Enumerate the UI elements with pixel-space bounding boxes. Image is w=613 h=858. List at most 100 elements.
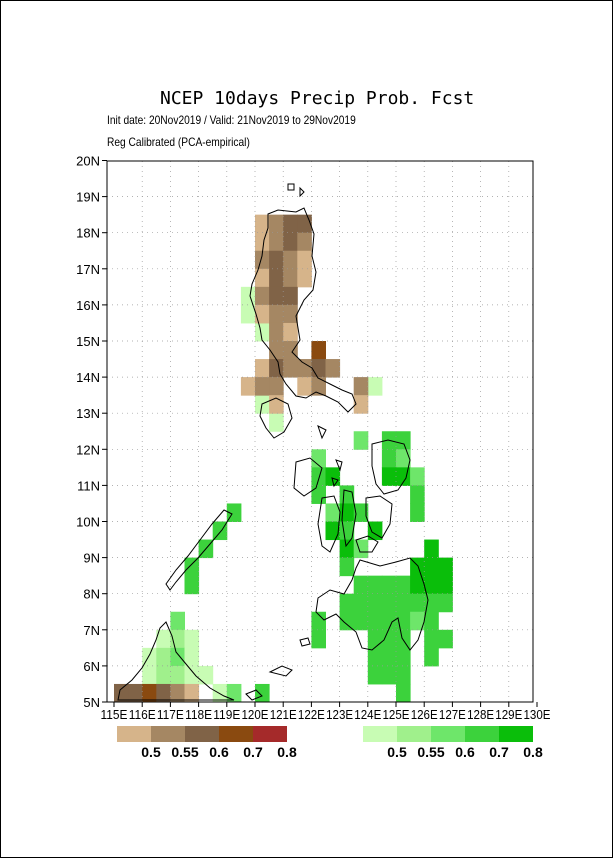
lon-label: 128E	[467, 707, 494, 722]
wet-prob-cell	[438, 629, 453, 649]
dry-prob-cell	[255, 359, 270, 378]
dry-prob-cell	[297, 232, 312, 252]
dry-prob-cell	[255, 304, 270, 324]
wet-prob-cell	[325, 467, 341, 486]
wet-prob-cell	[353, 611, 369, 631]
dry-prob-cell	[142, 683, 157, 703]
lon-label: 127E	[439, 707, 466, 722]
lon-label: 124E	[354, 707, 381, 722]
lat-label: 19N	[76, 190, 100, 205]
dry-prob-cell	[269, 359, 284, 378]
wet-prob-cell	[410, 611, 425, 631]
lon-label: 120E	[242, 707, 269, 722]
lon-label: 117E	[157, 707, 184, 722]
dry-prob-cell	[283, 268, 298, 288]
dry-prob-cell	[311, 377, 326, 396]
wet-prob-cell	[410, 485, 425, 504]
legend-label-dry: 0.5	[141, 744, 161, 760]
wet-prob-cell	[410, 503, 425, 522]
lon-label: 126E	[411, 707, 438, 722]
lon-label: 125E	[383, 707, 410, 722]
wet-prob-cell	[381, 629, 397, 649]
legend-label-wet: 0.5	[387, 744, 407, 760]
legend-swatch-dry	[117, 726, 151, 742]
coastline-small-islands	[287, 183, 343, 488]
wet-prob-cell	[367, 377, 383, 396]
wet-prob-cell	[438, 557, 453, 577]
wet-prob-cell	[410, 467, 425, 486]
wet-prob-cell	[396, 647, 411, 667]
dry-prob-cell	[283, 250, 298, 270]
dry-prob-cell	[269, 268, 284, 288]
lon-label: 122E	[298, 707, 325, 722]
wet-prob-cell	[156, 629, 171, 649]
wet-prob-cell	[381, 575, 397, 595]
wet-prob-cell	[367, 611, 383, 631]
wet-prob-cell	[438, 575, 453, 595]
dry-prob-cell	[283, 359, 298, 378]
legend-swatch-dry	[253, 726, 287, 742]
dry-prob-cell	[255, 377, 270, 396]
dry-prob-cell	[240, 377, 256, 396]
legend-label-dry: 0.6	[209, 744, 229, 760]
wet-prob-cell	[396, 431, 411, 450]
coastline-mindanao	[315, 557, 429, 651]
wet-prob-cell	[325, 503, 341, 522]
legend-label-wet: 0.7	[489, 744, 509, 760]
lat-label: 11N	[77, 478, 100, 493]
lon-label: 130E	[524, 707, 551, 722]
wet-prob-cell	[381, 611, 397, 631]
wet-prob-cell	[396, 575, 411, 595]
wet-prob-cell	[255, 683, 270, 703]
subtitle-dates: Init date: 20Nov2019 / Valid: 21Nov2019 …	[107, 113, 356, 127]
wet-prob-cell	[353, 503, 369, 522]
dry-prob-cell	[255, 286, 270, 306]
legend-label-wet: 0.8	[523, 744, 543, 760]
dry-prob-cell	[311, 359, 326, 378]
dry-prob-cell	[283, 214, 298, 234]
dry-prob-cell	[283, 341, 298, 360]
wet-prob-cell	[184, 629, 200, 649]
longitude-labels: 115E 116E 117E 118E 119E 120E 121E 122E 123E 124E…	[101, 702, 551, 722]
dry-prob-cell	[283, 322, 298, 342]
dry-prob-cell	[269, 214, 284, 234]
wet-prob-cell	[410, 593, 425, 613]
wet-prob-cell	[381, 647, 397, 667]
legend-swatch-wet	[431, 726, 465, 742]
lon-label: 123E	[326, 707, 353, 722]
wet-prob-cell	[170, 611, 185, 631]
wet-prob-cell	[269, 413, 284, 432]
wet-prob-cell	[424, 539, 439, 559]
coastline-samar	[371, 439, 411, 495]
legend-swatch-dry	[151, 726, 185, 742]
legend-swatch-wet	[363, 726, 397, 742]
wet-prob-cell	[424, 611, 439, 631]
lat-label: 6N	[83, 659, 100, 674]
lat-label: 16N	[76, 298, 100, 313]
coastline-negros	[317, 495, 341, 553]
wet-prob-cell	[156, 647, 171, 667]
legend-label-dry: 0.55	[171, 744, 198, 760]
wet-prob-cell	[311, 611, 326, 631]
dry-prob-cell	[156, 683, 171, 703]
lon-label: 116E	[129, 707, 156, 722]
lon-label: 129E	[495, 707, 522, 722]
lat-label: 14N	[76, 370, 100, 385]
lon-label: 118E	[185, 707, 212, 722]
wet-prob-cell	[226, 683, 242, 703]
coastline-luzon	[249, 207, 357, 413]
wet-prob-cell	[339, 539, 355, 559]
coastline-borneo	[117, 621, 235, 701]
legend-label-wet: 0.6	[455, 744, 475, 760]
lat-label: 15N	[76, 334, 100, 349]
dry-prob-cell	[311, 341, 326, 360]
dry-prob-cell	[269, 232, 284, 252]
wet-prob-cell	[353, 431, 369, 450]
wet-prob-cell	[381, 665, 397, 685]
legend-label-dry: 0.8	[277, 744, 297, 760]
wet-prob-cell	[381, 467, 397, 486]
lat-label: 10N	[76, 515, 100, 530]
dry-prob-cell	[297, 268, 312, 288]
lat-label: 13N	[76, 406, 100, 421]
lat-label: 8N	[83, 587, 100, 602]
